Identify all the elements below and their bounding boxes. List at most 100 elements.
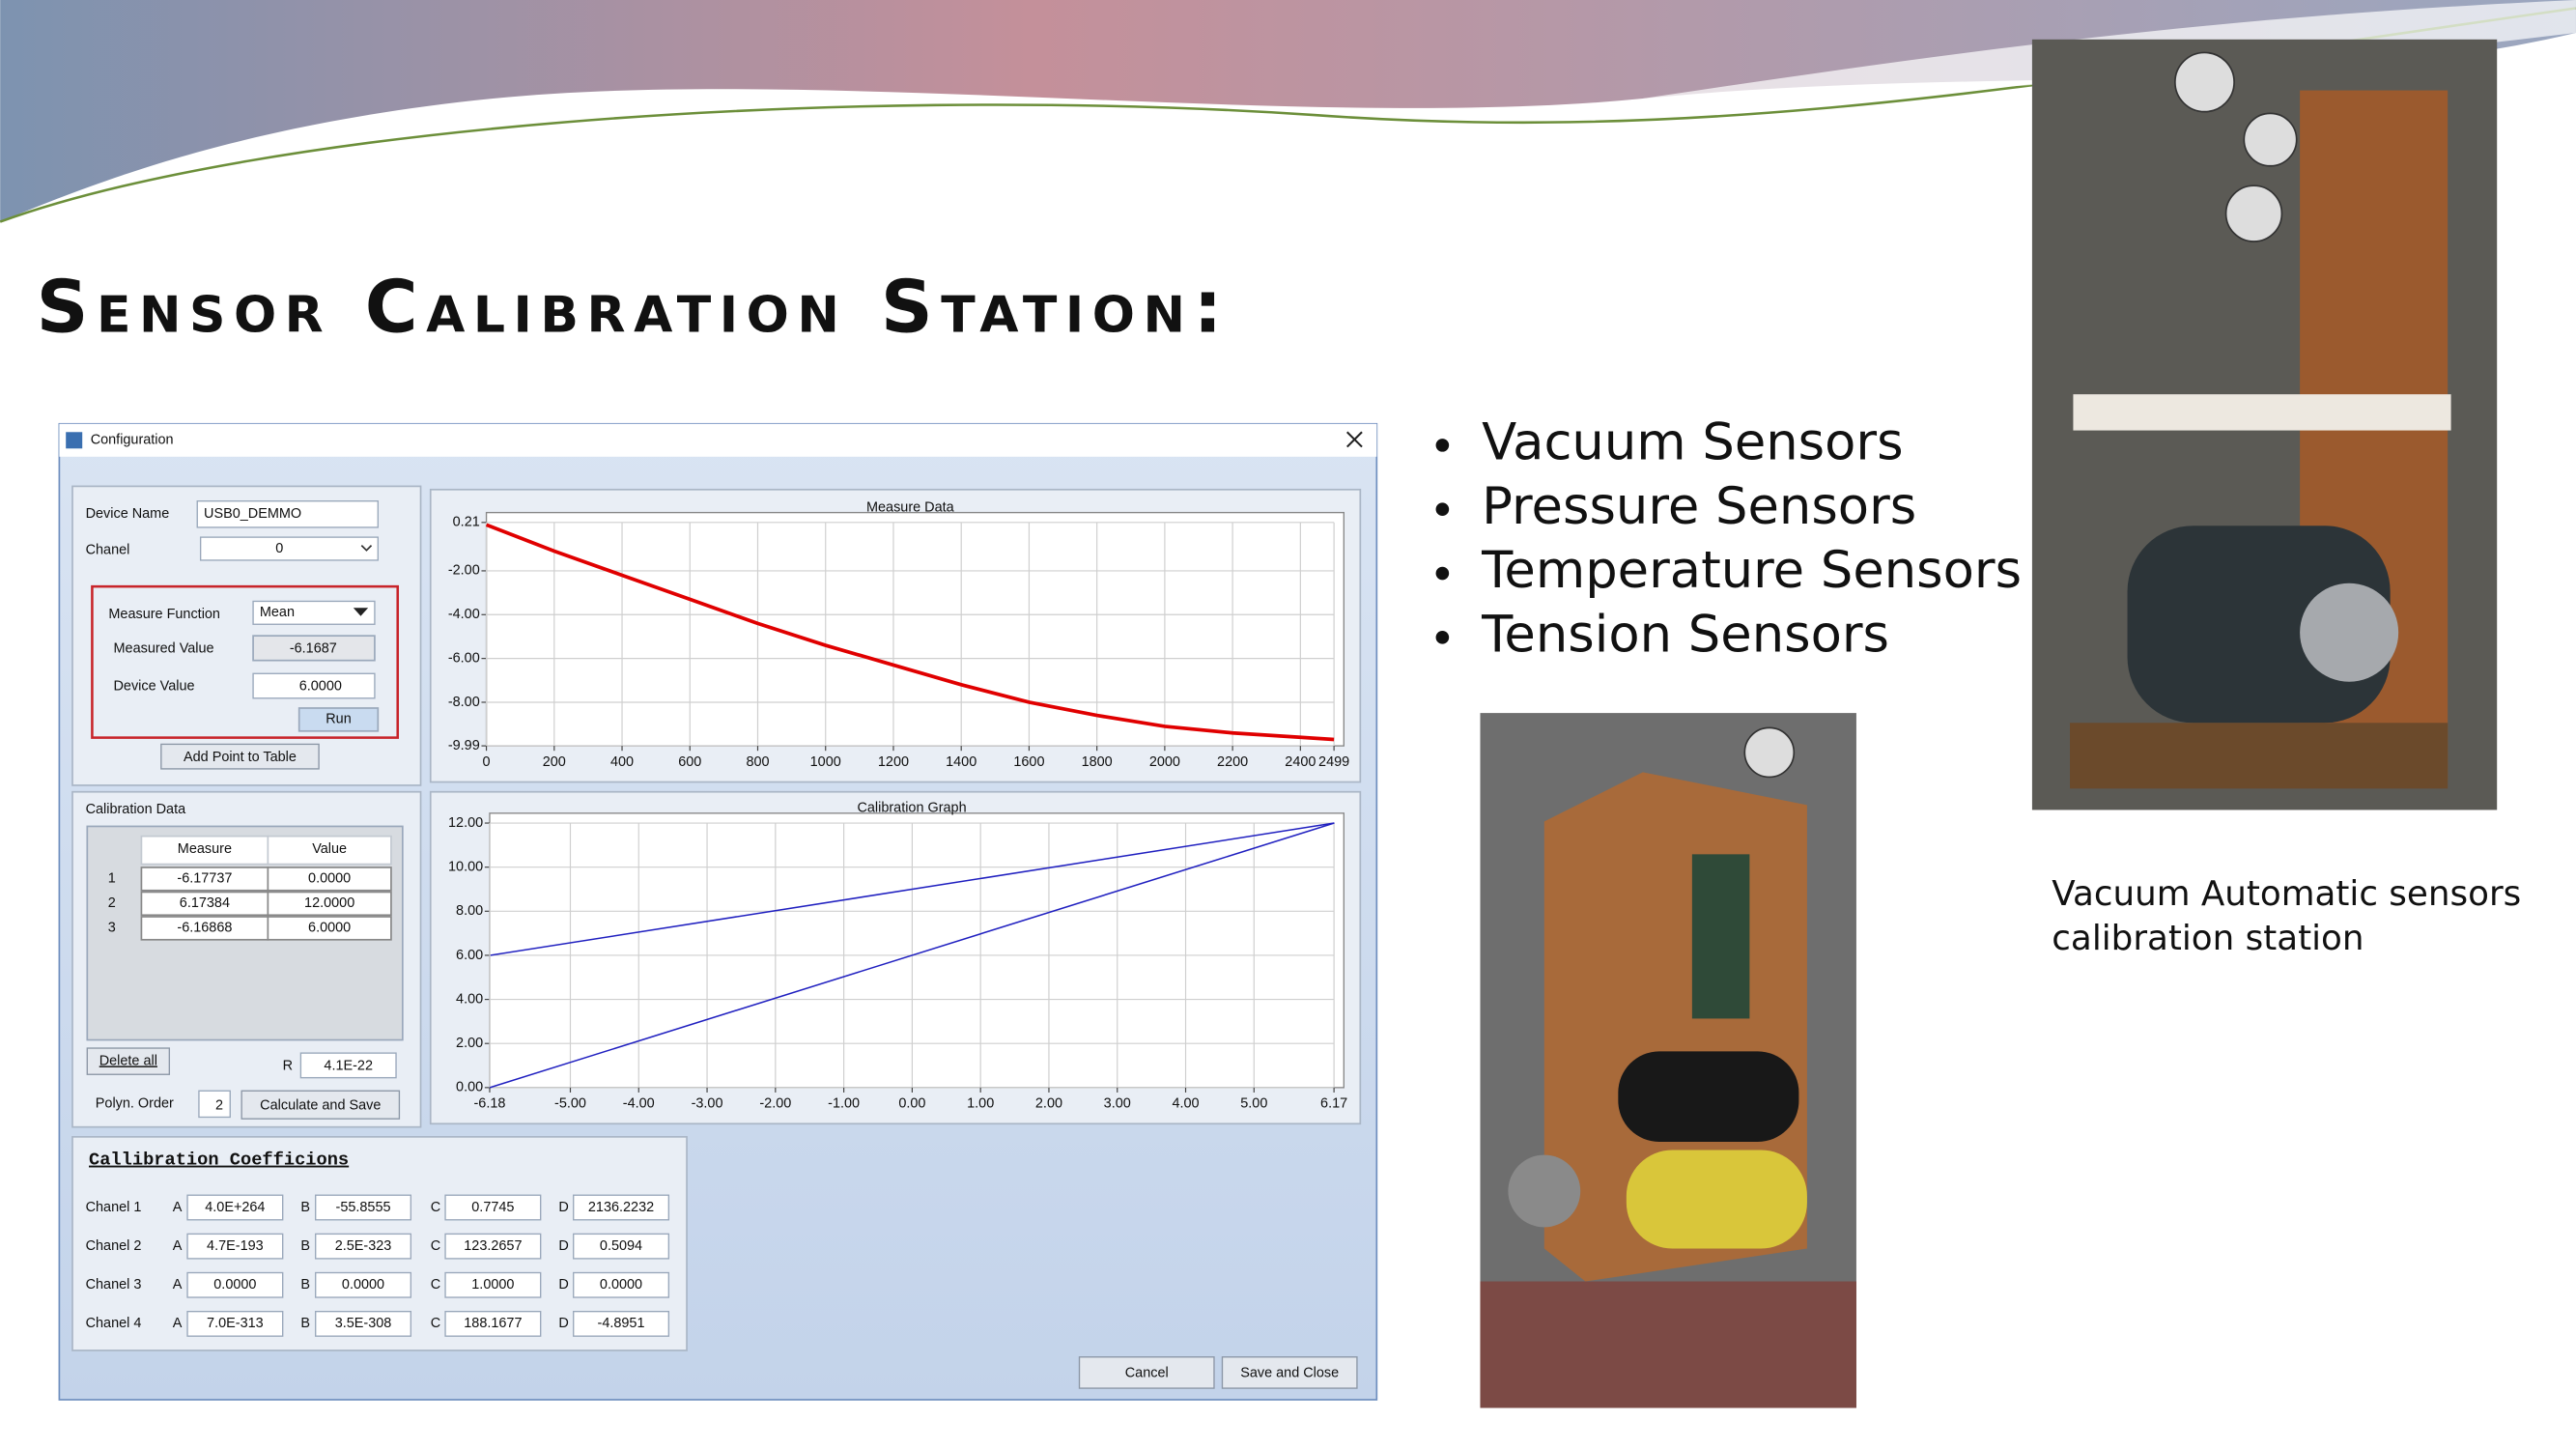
y-tick-label: 0.00 bbox=[456, 1080, 483, 1095]
run-button[interactable] bbox=[297, 707, 380, 732]
cell bbox=[267, 916, 392, 941]
column-header: Value bbox=[312, 841, 347, 857]
coef-field bbox=[444, 1310, 542, 1337]
chanel-select[interactable] bbox=[199, 536, 380, 561]
label: Device Name bbox=[86, 506, 170, 522]
header-wave bbox=[0, 0, 2576, 222]
coef-value: 7.0E-313 bbox=[207, 1316, 264, 1331]
coef-value: 2.5E-323 bbox=[335, 1238, 392, 1254]
y-tick-label: -2.00 bbox=[448, 563, 480, 579]
input-value: 4.1E-22 bbox=[324, 1059, 373, 1074]
x-tick-label: 2499 bbox=[1318, 754, 1349, 770]
y-tick-label: 10.00 bbox=[448, 859, 483, 874]
coef-letter: C bbox=[431, 1316, 440, 1331]
window-icon bbox=[66, 432, 83, 449]
order-input[interactable] bbox=[198, 1090, 231, 1119]
y-tick-label: 2.00 bbox=[456, 1036, 483, 1051]
bullet-text: Pressure Sensors bbox=[1482, 477, 1916, 536]
calculate-button[interactable] bbox=[241, 1090, 401, 1120]
coef-letter: C bbox=[431, 1200, 440, 1215]
x-tick-label: 200 bbox=[543, 754, 566, 770]
coef-value: -4.8951 bbox=[598, 1316, 645, 1331]
bullet-dot bbox=[1435, 566, 1450, 581]
charts: Measure Data 0.21 -2.00 -4.00 -6.00 -8.00 -9.9… bbox=[448, 499, 1349, 1111]
data-line bbox=[489, 822, 1335, 1089]
coef-letter: A bbox=[173, 1238, 183, 1254]
x-tick-label: 400 bbox=[610, 754, 634, 770]
x-tick-label: 2400 bbox=[1285, 754, 1316, 770]
photo-station-1 bbox=[2031, 39, 2498, 810]
coef-field bbox=[186, 1271, 284, 1298]
y-tick-label: -9.99 bbox=[448, 738, 480, 753]
bullet-dot bbox=[1435, 631, 1450, 644]
close-button[interactable] bbox=[1346, 431, 1363, 448]
channel-label: Chanel 3 bbox=[86, 1277, 142, 1293]
coef-field bbox=[315, 1233, 412, 1260]
input-value: 2 bbox=[215, 1097, 223, 1113]
label: R bbox=[283, 1059, 293, 1074]
coef-letter: C bbox=[431, 1277, 440, 1293]
add-point-button[interactable] bbox=[160, 743, 320, 770]
photo-station-2 bbox=[1480, 713, 1856, 1408]
coef-field bbox=[573, 1271, 670, 1298]
data-line bbox=[485, 523, 1335, 742]
label: Polyn. Order bbox=[96, 1096, 174, 1112]
dropdown-arrow bbox=[360, 545, 373, 552]
cell bbox=[267, 891, 392, 917]
delete-all-button[interactable] bbox=[86, 1047, 171, 1075]
x-tick-label: 1800 bbox=[1082, 754, 1113, 770]
x-tick-label: -3.00 bbox=[692, 1096, 723, 1112]
measure-function-select[interactable] bbox=[252, 600, 376, 625]
coef-value: 0.0000 bbox=[600, 1277, 642, 1293]
cell-value: 0.0000 bbox=[308, 871, 351, 887]
coef-letter: C bbox=[431, 1238, 440, 1254]
x-tick-label: 1600 bbox=[1013, 754, 1044, 770]
panel-title: Calibration Data bbox=[86, 802, 186, 817]
cell bbox=[267, 867, 392, 892]
y-tick-label: 6.00 bbox=[456, 948, 483, 963]
x-tick-label: -2.00 bbox=[759, 1096, 791, 1112]
cancel-button[interactable] bbox=[1078, 1356, 1215, 1389]
label: Measure Function bbox=[108, 607, 220, 622]
coef-field bbox=[315, 1194, 412, 1221]
label: Measured Value bbox=[114, 641, 214, 657]
coef-value: 2136.2232 bbox=[588, 1200, 654, 1215]
save-close-button[interactable] bbox=[1221, 1356, 1358, 1389]
coef-field bbox=[573, 1310, 670, 1337]
coef-letter: D bbox=[558, 1277, 568, 1293]
button-label: Cancel bbox=[1125, 1366, 1169, 1381]
coef-value: 0.5094 bbox=[600, 1238, 642, 1254]
coef-letter: A bbox=[173, 1277, 183, 1293]
header-cell bbox=[140, 835, 269, 866]
header-cell bbox=[267, 835, 392, 866]
coef-value: 0.0000 bbox=[213, 1277, 256, 1293]
cell-value: -6.16868 bbox=[177, 921, 232, 936]
row-index: 3 bbox=[108, 921, 116, 936]
caption: calibration station bbox=[2052, 919, 2364, 958]
channel-label: Chanel 2 bbox=[86, 1238, 142, 1254]
x-tick-label: 0.00 bbox=[898, 1096, 925, 1112]
coef-letter: D bbox=[558, 1200, 568, 1215]
cell-value: 6.17384 bbox=[180, 895, 230, 911]
slide-title: Sensor Calibration Station: bbox=[37, 266, 1231, 350]
window-title: Configuration bbox=[91, 433, 174, 448]
cell-value: 12.0000 bbox=[304, 895, 354, 911]
device-name-input[interactable] bbox=[196, 500, 380, 528]
input-value: USB0_DEMMO bbox=[204, 506, 301, 522]
button-label: Run bbox=[326, 712, 352, 727]
bullet-dot bbox=[1435, 502, 1450, 517]
chart-title: Calibration Graph bbox=[857, 801, 966, 816]
x-tick-label: -6.18 bbox=[474, 1096, 506, 1112]
caption: Vacuum Automatic sensors bbox=[2052, 874, 2521, 914]
coef-letter: B bbox=[300, 1316, 310, 1331]
device-value-input[interactable] bbox=[252, 672, 376, 699]
coef-value: 3.5E-308 bbox=[335, 1316, 392, 1331]
plot-area bbox=[489, 812, 1345, 1089]
config-window: Configuration Device Name USB0_DEMMO Cha… bbox=[58, 422, 1378, 1401]
coef-letter: B bbox=[300, 1238, 310, 1254]
device-panel bbox=[71, 485, 422, 786]
panel-title: Callibration Coefficions bbox=[89, 1150, 349, 1171]
button-label: Calculate and Save bbox=[260, 1097, 381, 1113]
x-tick-label: 3.00 bbox=[1104, 1096, 1131, 1112]
